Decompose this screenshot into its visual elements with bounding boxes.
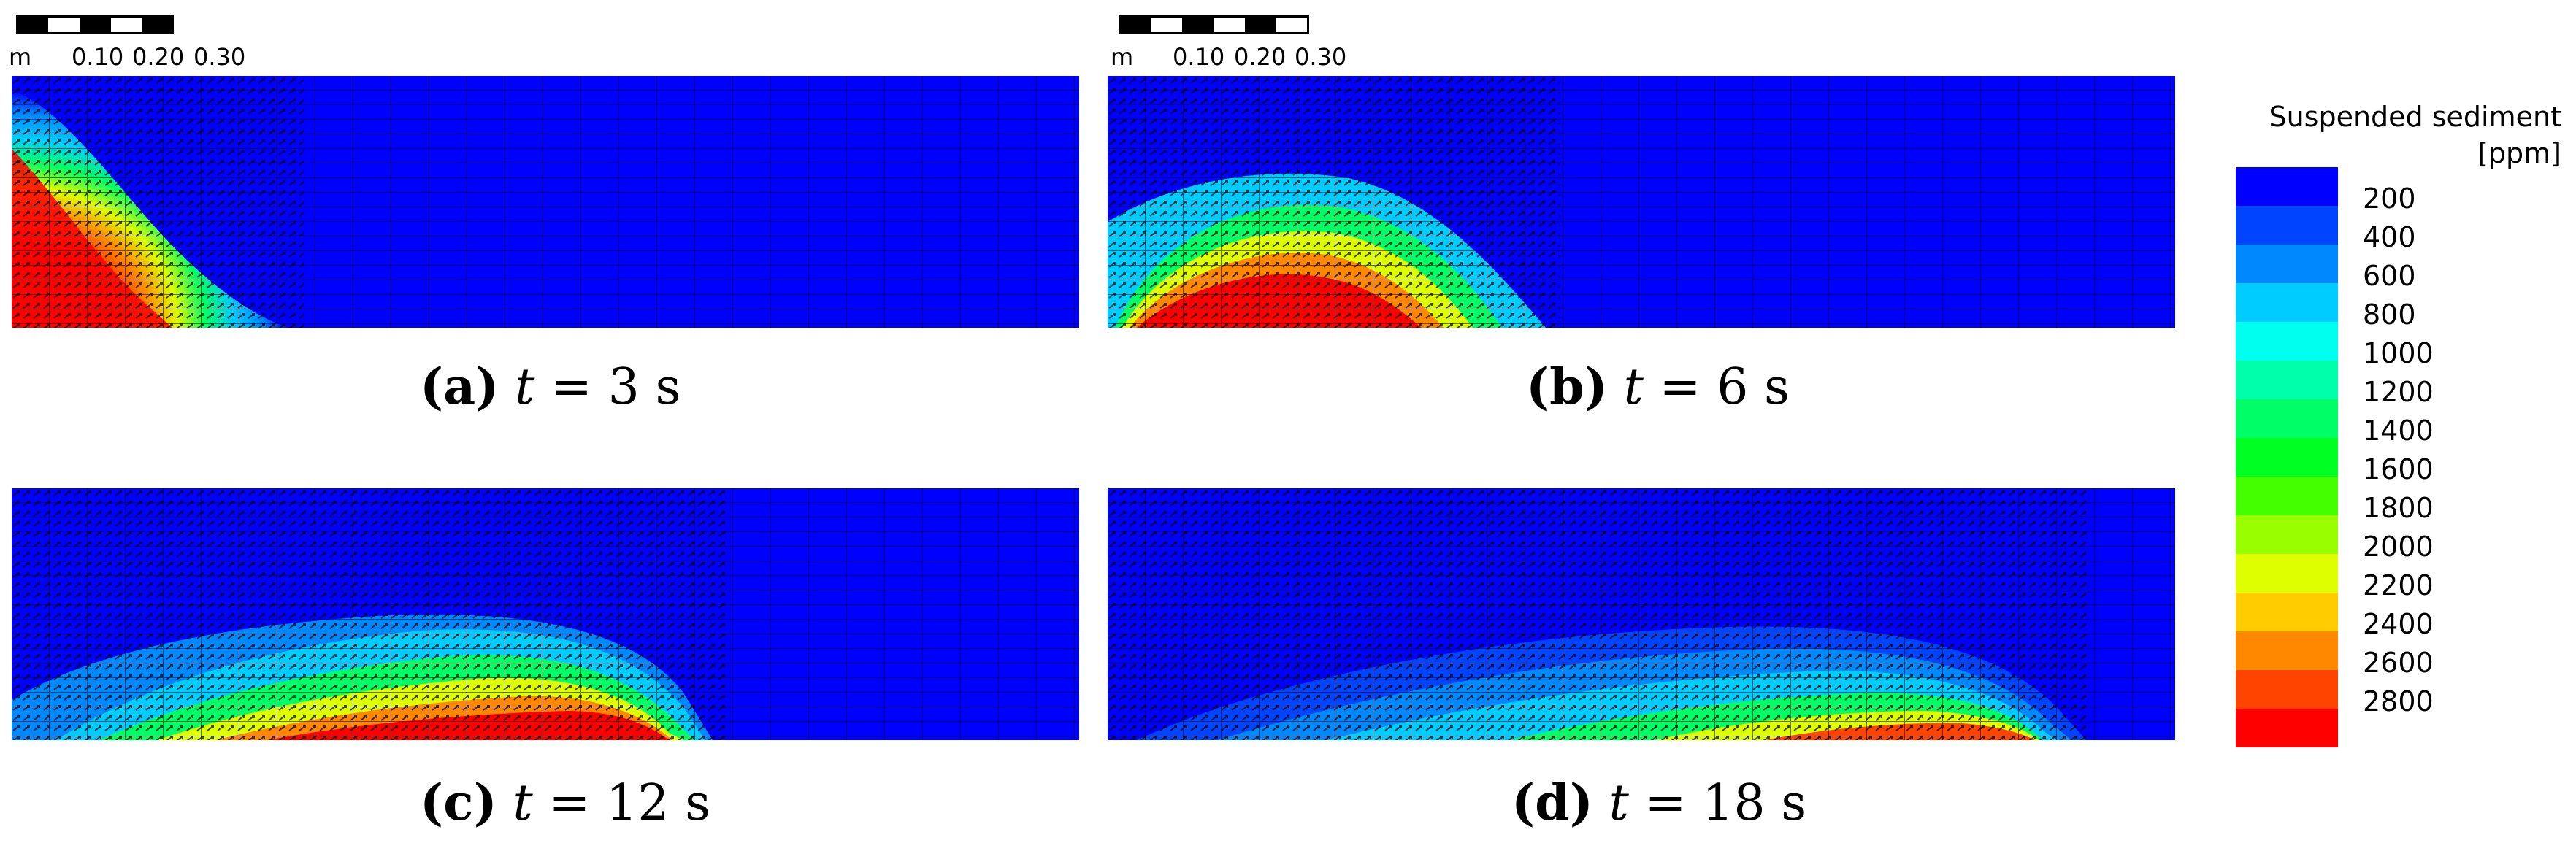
scale-tick-label: 0.30: [193, 43, 246, 71]
legend-level-label: 2200: [2363, 569, 2434, 601]
scale-segment: [80, 15, 111, 34]
legend-swatch: [2236, 283, 2338, 322]
legend-level-label: 600: [2363, 260, 2416, 292]
scale-segment: [111, 15, 142, 34]
scale-segment: [1245, 15, 1276, 34]
panel-c-caption: (c) t = 12 s: [420, 774, 710, 832]
scale-segment: [48, 15, 80, 34]
scale-tick-label: 0.30: [1295, 43, 1347, 71]
scale-segment: [1119, 15, 1151, 34]
legend-level-label: 2600: [2363, 647, 2434, 679]
caption-label: (d): [1511, 774, 1593, 832]
scale-segment: [16, 15, 48, 34]
caption-equals: =: [1644, 774, 1687, 832]
legend-colorbar: [2236, 167, 2338, 747]
legend-level-label: 1200: [2363, 376, 2434, 408]
legend-level-label: 200: [2363, 182, 2416, 215]
legend-level-label: 1600: [2363, 453, 2434, 485]
legend-level-label: 1400: [2363, 415, 2434, 447]
caption-equals: =: [551, 358, 592, 416]
scale-segment: [1182, 15, 1214, 34]
panel-d-plot: [1108, 488, 2175, 740]
legend-swatch: [2236, 709, 2338, 747]
caption-label: (b): [1526, 358, 1608, 416]
legend-swatch: [2236, 631, 2338, 670]
panel-a-caption: (a) t = 3 s: [420, 358, 681, 416]
caption-value: 12: [605, 774, 670, 832]
legend-swatch: [2236, 322, 2338, 361]
caption-label: (c): [420, 774, 497, 832]
caption-variable: t: [515, 358, 535, 416]
panel-d-caption: (d) t = 18 s: [1511, 774, 1806, 832]
scale-bar-right: m 0.10 0.20 0.30: [1111, 15, 1346, 74]
legend-level-label: 2400: [2363, 608, 2434, 640]
legend-swatch: [2236, 593, 2338, 631]
scale-tick-label: 0.20: [132, 43, 185, 71]
legend-unit: [ppm]: [2477, 137, 2561, 169]
legend-swatch: [2236, 361, 2338, 399]
legend-title: Suspended sediment [ppm]: [2269, 99, 2561, 172]
legend-swatch: [2236, 438, 2338, 477]
panel-a-plot: [12, 76, 1079, 328]
scale-tick-label: 0.10: [1173, 43, 1225, 71]
legend-level-label: 1800: [2363, 492, 2434, 524]
scale-unit: m: [9, 43, 32, 71]
legend-swatch: [2236, 554, 2338, 593]
legend-swatch: [2236, 399, 2338, 438]
legend-swatch: [2236, 477, 2338, 515]
scale-bar-left: m 0.10 0.20 0.30: [9, 15, 245, 74]
caption-variable: t: [1623, 358, 1644, 416]
legend-swatch: [2236, 167, 2338, 206]
panel-c-plot: [12, 488, 1079, 740]
sediment-field-c: [12, 488, 1079, 740]
legend-swatch: [2236, 206, 2338, 245]
scale-tick-label: 0.20: [1234, 43, 1287, 71]
sediment-field-b: [1108, 76, 2175, 328]
caption-label: (a): [420, 358, 499, 416]
legend-swatch: [2236, 515, 2338, 554]
scale-segment: [142, 15, 174, 34]
legend-title-text: Suspended sediment: [2269, 101, 2561, 133]
legend-swatch: [2236, 670, 2338, 709]
panel-b-plot: [1108, 76, 2175, 328]
scale-end-tick: [1307, 15, 1309, 34]
caption-value: 18: [1702, 774, 1766, 832]
scale-segment: [1151, 15, 1182, 34]
legend-swatch: [2236, 245, 2338, 283]
scale-segment: [1214, 15, 1245, 34]
scale-segment: [1276, 15, 1308, 34]
scale-unit: m: [1111, 43, 1134, 71]
caption-equals: =: [1659, 358, 1701, 416]
panel-b-caption: (b) t = 6 s: [1526, 358, 1790, 416]
legend-level-label: 400: [2363, 221, 2416, 253]
sediment-field-a: [12, 76, 1079, 328]
caption-unit: s: [655, 358, 681, 416]
caption-unit: s: [685, 774, 711, 832]
legend-level-label: 2800: [2363, 685, 2434, 717]
caption-unit: s: [1763, 358, 1790, 416]
caption-unit: s: [1781, 774, 1807, 832]
legend-level-label: 1000: [2363, 337, 2434, 369]
caption-value: 6: [1717, 358, 1749, 416]
caption-value: 3: [607, 358, 640, 416]
scale-tick-label: 0.10: [72, 43, 124, 71]
legend-level-label: 800: [2363, 299, 2416, 331]
caption-equals: =: [548, 774, 591, 832]
sediment-field-d: [1108, 488, 2175, 740]
caption-variable: t: [1609, 774, 1629, 832]
legend-level-label: 2000: [2363, 531, 2434, 563]
caption-variable: t: [513, 774, 533, 832]
